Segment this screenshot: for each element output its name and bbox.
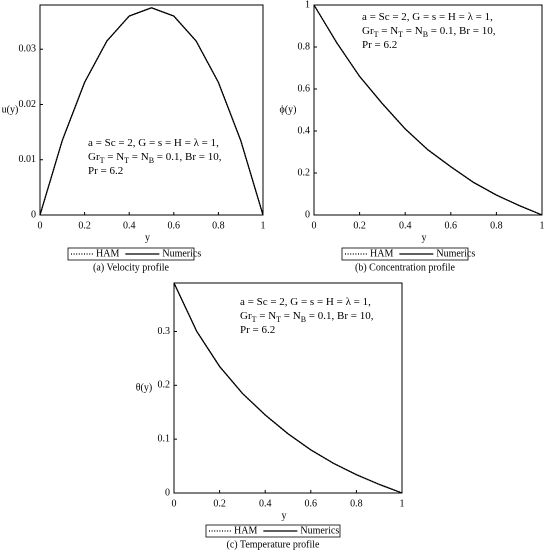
annotation: a = Sc = 2, G = s = H = λ = 1, (362, 11, 493, 23)
annotation-subscript: T (252, 315, 257, 324)
annotation-text: Gr (240, 310, 252, 322)
annotation: GrT = NT = NB = 0.1, Br = 10, (88, 151, 222, 166)
y-tick-label: 0.03 (19, 44, 37, 55)
annotation-text: a = Sc = 2, G = s = H = λ = 1, (88, 137, 219, 149)
x-tick-label: 0.2 (353, 220, 366, 231)
y-tick-label: 0.8 (298, 41, 311, 52)
x-axis-label: y (145, 232, 150, 243)
y-tick-label: 0.4 (298, 125, 311, 136)
caption: (a) Velocity profile (93, 262, 169, 273)
annotation-text: = N (129, 151, 149, 163)
x-tick-label: 0 (38, 220, 43, 231)
x-tick-label: 0.8 (212, 220, 225, 231)
y-tick-label: 0.6 (298, 83, 311, 94)
y-tick-label: 0.01 (19, 154, 37, 165)
x-tick-label: 0.8 (490, 220, 503, 231)
annotation-text: = 0.1, Br = 10, (428, 25, 496, 37)
legend-label: HAM (234, 525, 257, 536)
x-tick-label: 0.2 (78, 220, 91, 231)
legend-box (341, 247, 469, 261)
x-tick-label: 1 (261, 220, 266, 231)
legend-label: HAM (370, 248, 393, 259)
annotation-text: Gr (362, 25, 374, 37)
x-tick-label: 0 (172, 498, 177, 509)
x-tick-label: 1 (540, 220, 545, 231)
annotation-text: = N (281, 310, 301, 322)
y-tick-label: 0 (305, 209, 310, 220)
annotation: Pr = 6.2 (362, 39, 397, 51)
legend-label: HAM (96, 248, 119, 259)
annotation-text: Pr = 6.2 (240, 324, 275, 336)
x-tick-label: 1 (400, 498, 405, 509)
annotation: Pr = 6.2 (88, 165, 123, 177)
x-tick-label: 0 (312, 220, 317, 231)
x-tick-label: 0.4 (259, 498, 272, 509)
y-tick-label: 1 (305, 0, 310, 10)
annotation: a = Sc = 2, G = s = H = λ = 1, (240, 296, 371, 308)
legend-box (205, 524, 341, 538)
legend-box (67, 247, 195, 261)
annotation-text: Pr = 6.2 (88, 165, 123, 177)
legend-label: Numerics (162, 248, 201, 259)
legend-label: Numerics (436, 248, 475, 259)
y-axis-label: ϕ(y) (280, 104, 297, 115)
y-tick-label: 0.2 (298, 167, 311, 178)
annotation-subscript: B (423, 30, 428, 39)
annotation-subscript: T (276, 315, 281, 324)
annotation-text: = 0.1, Br = 10, (154, 151, 222, 163)
annotation-text: Pr = 6.2 (362, 39, 397, 51)
plot-frame (173, 282, 403, 494)
caption: (c) Temperature profile (227, 539, 321, 550)
x-tick-label: 0.8 (350, 498, 363, 509)
annotation: Pr = 6.2 (240, 324, 275, 336)
annotation-subscript: T (124, 156, 129, 165)
annotation-subscript: B (149, 156, 154, 165)
annotation-text: = N (257, 310, 277, 322)
annotation: a = Sc = 2, G = s = H = λ = 1, (88, 137, 219, 149)
y-tick-label: 0 (31, 209, 36, 220)
y-tick-label: 0.2 (158, 380, 171, 391)
y-tick-label: 0.1 (158, 433, 171, 444)
x-axis-label: y (282, 510, 287, 521)
plot-frame (39, 4, 264, 216)
x-tick-label: 0.6 (445, 220, 458, 231)
caption: (b) Concentration profile (355, 262, 456, 273)
annotation-text: = N (105, 151, 125, 163)
y-tick-label: 0.3 (158, 326, 171, 337)
annotation-text: a = Sc = 2, G = s = H = λ = 1, (240, 296, 371, 308)
annotation-subscript: T (398, 30, 403, 39)
y-axis-label: u(y) (2, 104, 19, 115)
plot-frame (313, 4, 543, 216)
annotation-subscript: T (100, 156, 105, 165)
annotation-text: = N (379, 25, 399, 37)
x-tick-label: 0.4 (123, 220, 136, 231)
annotation-text: = N (403, 25, 423, 37)
legend-label: Numerics (300, 525, 339, 536)
annotation: GrT = NT = NB = 0.1, Br = 10, (240, 310, 374, 325)
x-tick-label: 0.2 (213, 498, 226, 509)
y-tick-label: 0.02 (19, 99, 37, 110)
x-tick-label: 0.6 (168, 220, 181, 231)
y-axis-label: θ(y) (136, 382, 152, 393)
y-tick-label: 0 (165, 487, 170, 498)
annotation-text: = 0.1, Br = 10, (306, 310, 374, 322)
series-line (313, 4, 543, 216)
annotation-subscript: B (301, 315, 306, 324)
annotation-subscript: T (374, 30, 379, 39)
series-line (39, 7, 264, 216)
x-tick-label: 0.6 (305, 498, 318, 509)
series-line (173, 282, 403, 494)
x-axis-label: y (422, 232, 427, 243)
annotation-text: a = Sc = 2, G = s = H = λ = 1, (362, 11, 493, 23)
x-tick-label: 0.4 (399, 220, 412, 231)
annotation-text: Gr (88, 151, 100, 163)
annotation: GrT = NT = NB = 0.1, Br = 10, (362, 25, 496, 40)
